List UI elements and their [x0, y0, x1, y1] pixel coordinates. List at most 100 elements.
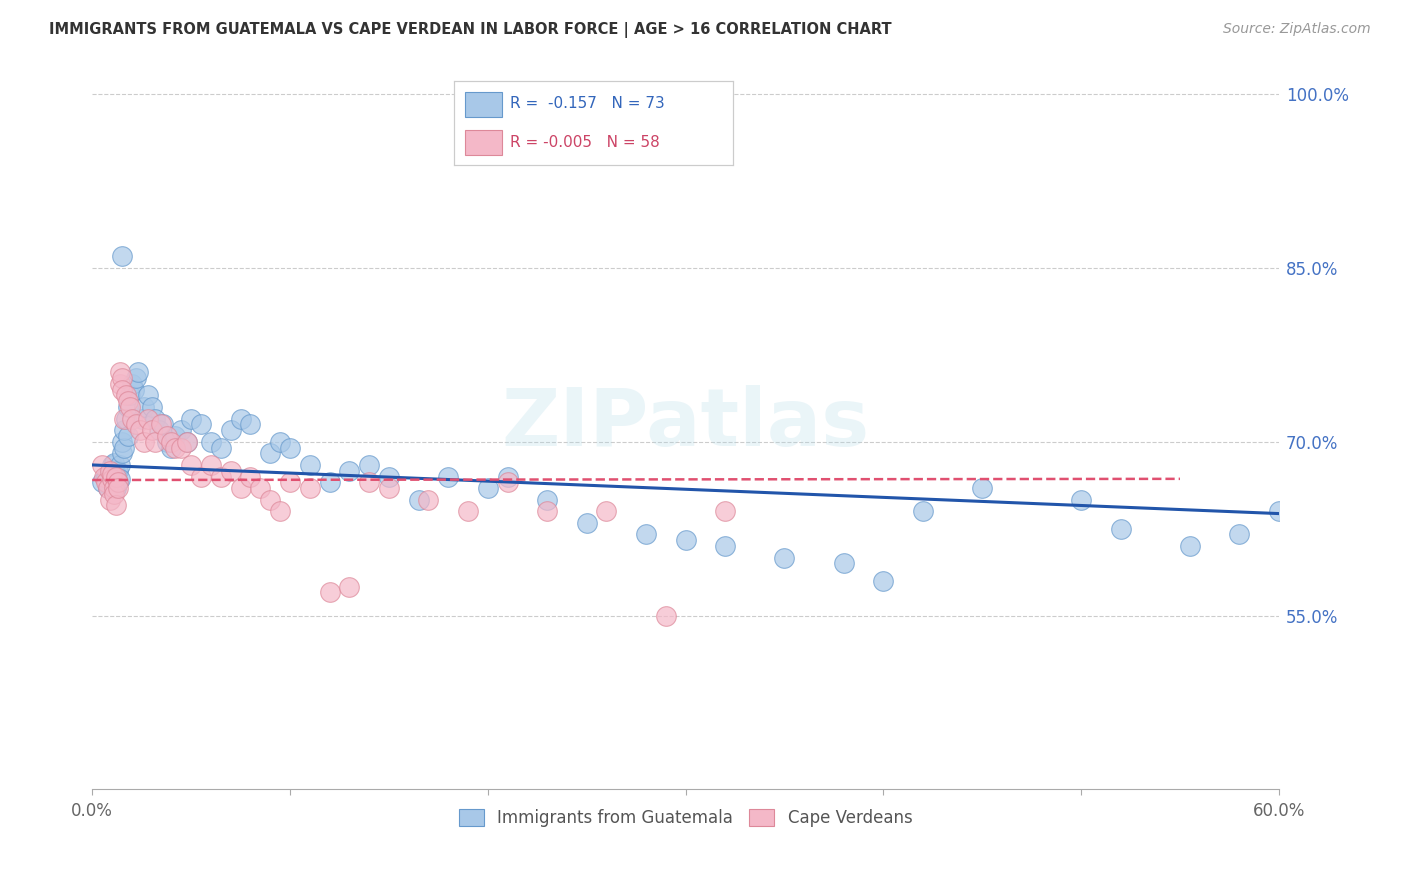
Point [101, 472, 124, 486]
Point [239, 469, 262, 483]
Point [156, 434, 179, 449]
Point [112, 411, 135, 425]
Point [148, 423, 170, 437]
Point [418, 492, 440, 507]
Point [101, 472, 124, 486]
Point [176, 434, 198, 449]
Point [136, 388, 159, 402]
Point [97, 481, 120, 495]
Point [112, 423, 135, 437]
Point [773, 550, 796, 565]
Point [104, 499, 127, 513]
Point [108, 365, 131, 379]
Point [437, 469, 460, 483]
Point [190, 469, 212, 483]
Point [496, 475, 519, 490]
Point [111, 383, 134, 397]
Legend: Immigrants from Guatemala, Cape Verdeans: Immigrants from Guatemala, Cape Verdeans [450, 801, 921, 836]
Point [98, 492, 121, 507]
Point [357, 475, 380, 490]
Point [111, 446, 134, 460]
Point [209, 469, 232, 483]
Point [872, 574, 894, 588]
Point [477, 481, 499, 495]
Point [145, 434, 167, 449]
Point [132, 434, 155, 449]
Point [972, 481, 994, 495]
Point [103, 481, 125, 495]
Point [141, 423, 163, 437]
Point [536, 492, 558, 507]
Point [165, 441, 187, 455]
Point [107, 464, 129, 478]
Point [125, 417, 148, 432]
Point [112, 441, 135, 455]
Point [98, 464, 121, 478]
Point [150, 417, 173, 432]
Point [131, 411, 153, 425]
Point [337, 580, 360, 594]
Point [104, 481, 127, 495]
Point [108, 376, 131, 391]
Point [337, 464, 360, 478]
Point [104, 469, 127, 483]
Point [180, 458, 202, 472]
Point [117, 394, 139, 409]
Point [249, 481, 271, 495]
Point [93, 469, 115, 483]
Point [118, 400, 141, 414]
Point [136, 411, 159, 425]
Point [357, 458, 380, 472]
Point [170, 423, 193, 437]
Point [107, 475, 129, 490]
Point [160, 434, 183, 449]
Point [111, 250, 134, 264]
Point [457, 504, 479, 518]
Point [259, 446, 281, 460]
Point [97, 481, 120, 495]
Point [104, 467, 127, 482]
Point [107, 481, 129, 495]
Point [200, 458, 222, 472]
Point [156, 429, 179, 443]
Point [318, 475, 340, 490]
Point [121, 376, 143, 391]
Text: ZIPatlas: ZIPatlas [502, 385, 870, 464]
Point [107, 475, 129, 490]
Point [170, 441, 193, 455]
Point [1227, 527, 1250, 541]
Point [655, 608, 678, 623]
Point [318, 585, 340, 599]
Point [122, 383, 145, 397]
Point [278, 475, 301, 490]
Point [239, 417, 262, 432]
Point [595, 504, 617, 518]
Point [298, 481, 321, 495]
Point [408, 492, 430, 507]
Point [103, 456, 125, 470]
Point [141, 400, 163, 414]
Point [219, 464, 242, 478]
Point [117, 400, 139, 414]
Point [832, 557, 855, 571]
Point [575, 516, 598, 530]
Point [180, 411, 202, 425]
Point [103, 464, 125, 478]
Point [496, 469, 519, 483]
Point [117, 429, 139, 443]
Point [190, 417, 212, 432]
Point [229, 481, 252, 495]
Point [675, 533, 697, 548]
Point [278, 441, 301, 455]
Point [911, 504, 934, 518]
Point [714, 504, 737, 518]
Point [98, 467, 121, 482]
Point [108, 472, 131, 486]
Point [378, 481, 401, 495]
Point [152, 417, 174, 432]
Text: IMMIGRANTS FROM GUATEMALA VS CAPE VERDEAN IN LABOR FORCE | AGE > 16 CORRELATION : IMMIGRANTS FROM GUATEMALA VS CAPE VERDEA… [49, 22, 891, 38]
Point [101, 467, 124, 482]
Point [219, 423, 242, 437]
Point [94, 469, 117, 483]
Point [269, 434, 291, 449]
